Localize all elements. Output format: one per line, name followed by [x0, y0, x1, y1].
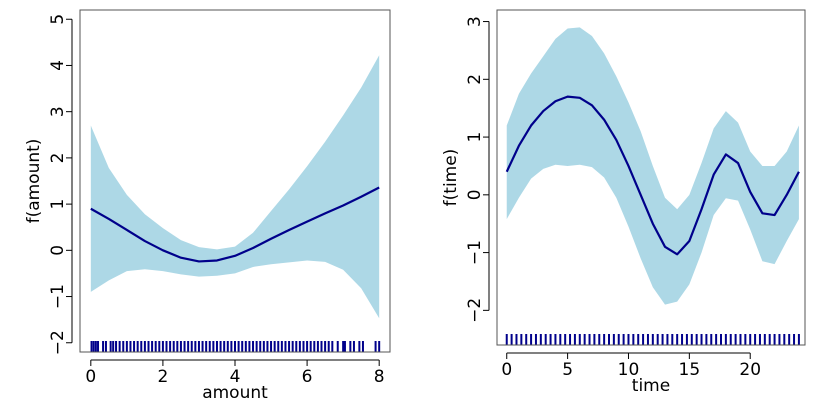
- chart-amount: 0 2 4 6 8 amount −2 −1 0 1 2 3 4 5 f(amount): [24, 9, 391, 403]
- chart0-y-tick-label: 4: [48, 60, 68, 71]
- chart1-y-tick-label: −2: [465, 298, 485, 323]
- chart0-y-tick-label: −1: [48, 284, 68, 309]
- chart1-x-tick-label: 5: [562, 360, 573, 380]
- chart1-confidence-band: [506, 27, 799, 305]
- chart1-x-tick-label: 0: [501, 360, 512, 380]
- chart1-y-tick-label: 1: [465, 132, 485, 143]
- chart1-x-tick-label: 15: [679, 360, 701, 380]
- chart1-y-tick-label: −1: [465, 240, 485, 265]
- chart0-y-tick-label: 2: [48, 152, 68, 163]
- chart0-x-tick-label: 0: [85, 367, 96, 387]
- chart0-y-tick-label: −2: [48, 330, 68, 355]
- chart0-x-tick-label: 4: [230, 367, 241, 387]
- chart0-confidence-band: [90, 55, 380, 319]
- chart0-x-tick-label: 6: [302, 367, 313, 387]
- chart0-x-axis-title: amount: [202, 383, 268, 403]
- chart-time: 0 5 10 15 20 time −2 −1 0 1 2 3 f(time): [441, 9, 806, 396]
- chart1-fit-line: [505, 95, 800, 256]
- chart0-plot-frame: [79, 9, 391, 353]
- chart1-y-axis-title: f(time): [441, 149, 461, 207]
- chart1-y-tick-label: 3: [465, 16, 485, 27]
- chart0-x-tick-label: 2: [157, 367, 168, 387]
- chart0-y-axis-title: f(amount): [24, 139, 44, 224]
- chart0-y-tick-label: 0: [48, 245, 68, 256]
- chart1-y-tick-label: 0: [465, 189, 485, 200]
- chart1-x-axis-title: time: [632, 376, 670, 396]
- chart0-x-tick-label: 8: [374, 367, 385, 387]
- chart1-x-tick-label: 20: [739, 360, 761, 380]
- chart1-plot-frame: [496, 9, 806, 346]
- chart0-fit-line: [90, 186, 380, 263]
- chart1-y-tick-label: 2: [465, 74, 485, 85]
- chart0-y-tick-label: 1: [48, 199, 68, 210]
- chart0-y-tick-label: 3: [48, 106, 68, 117]
- chart1-x-tick-label: 10: [618, 360, 640, 380]
- chart0-y-tick-label: 5: [48, 14, 68, 25]
